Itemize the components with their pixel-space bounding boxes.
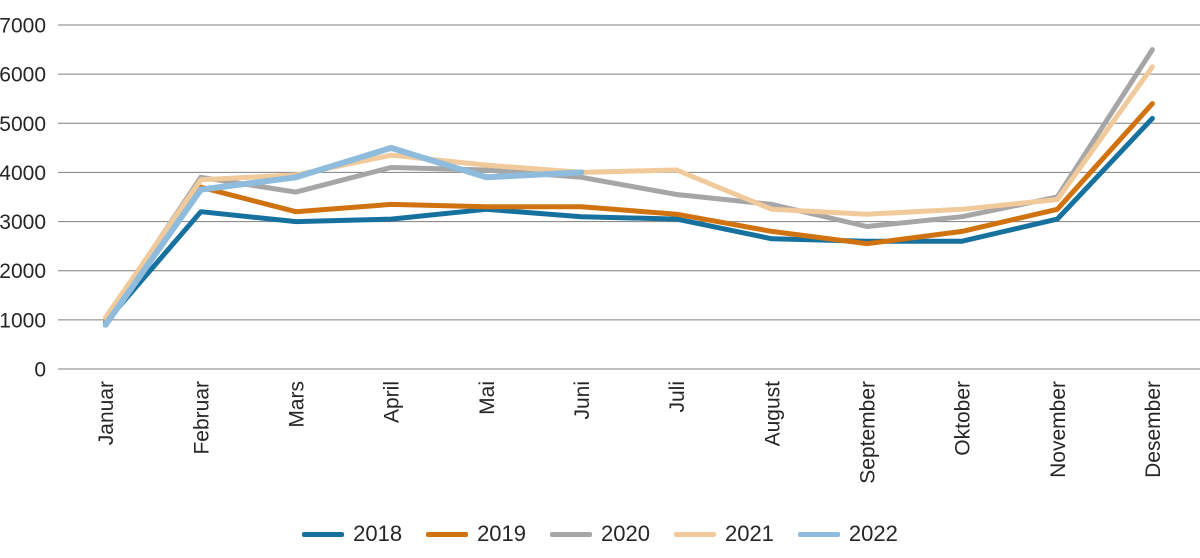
series-line-2022	[102, 144, 585, 328]
y-axis-tick-label: 6000	[0, 64, 46, 87]
legend-label: 2018	[353, 521, 403, 546]
y-axis-tick-label: 0	[34, 359, 46, 382]
series-line-2019	[103, 101, 1155, 323]
legend-swatch-2020	[550, 531, 593, 537]
legend-item-2021: 2021	[673, 521, 774, 546]
x-axis-month-label: Januar	[95, 381, 118, 445]
x-axis-month-label: Oktober	[952, 381, 975, 456]
legend-item-2020: 2020	[550, 523, 650, 545]
legend-item-2018: 2018	[302, 523, 402, 545]
y-axis-tick-label: 7000	[0, 15, 46, 38]
x-axis-month-label: April	[381, 381, 404, 423]
legend-label: 2020	[601, 521, 650, 546]
x-axis-month-label: Februar	[190, 381, 213, 455]
x-axis-month-label: Desember	[1142, 381, 1165, 478]
chart-legend: 2018 2019 2020 2021 2022	[0, 519, 1200, 549]
series-line-2018	[103, 115, 1155, 325]
legend-item-2019: 2019	[426, 523, 526, 545]
legend-swatch-2018	[302, 531, 345, 537]
series-line-2020	[103, 47, 1155, 323]
y-axis-tick-label: 2000	[0, 260, 46, 283]
line-chart: 0 1000 2000 3000 4000 5000 6000 7000 Januar Febru…	[0, 15, 1200, 484]
x-axis-month-label: September	[856, 381, 879, 484]
series-line-2021	[103, 64, 1155, 320]
legend-swatch-2021	[673, 531, 716, 537]
x-axis-month-label: Mars	[285, 381, 308, 428]
y-axis-tick-label: 3000	[0, 211, 46, 234]
x-axis-month-label: Juni	[571, 381, 594, 420]
x-axis-month-label: August	[761, 381, 784, 447]
x-axis-month-label: Juli	[666, 381, 689, 413]
legend-label: 2019	[477, 521, 527, 546]
legend-swatch-2022	[797, 531, 840, 537]
legend-label: 2021	[724, 521, 774, 546]
y-axis-tick-label: 4000	[0, 162, 46, 185]
legend-label: 2022	[848, 521, 898, 546]
x-axis-month-label: Mai	[476, 381, 499, 415]
legend-swatch-2019	[426, 531, 469, 537]
y-axis-tick-label: 5000	[0, 113, 46, 136]
legend-item-2022: 2022	[797, 521, 898, 546]
x-axis-month-label: November	[1047, 381, 1070, 478]
y-axis-tick-label: 1000	[0, 309, 46, 332]
